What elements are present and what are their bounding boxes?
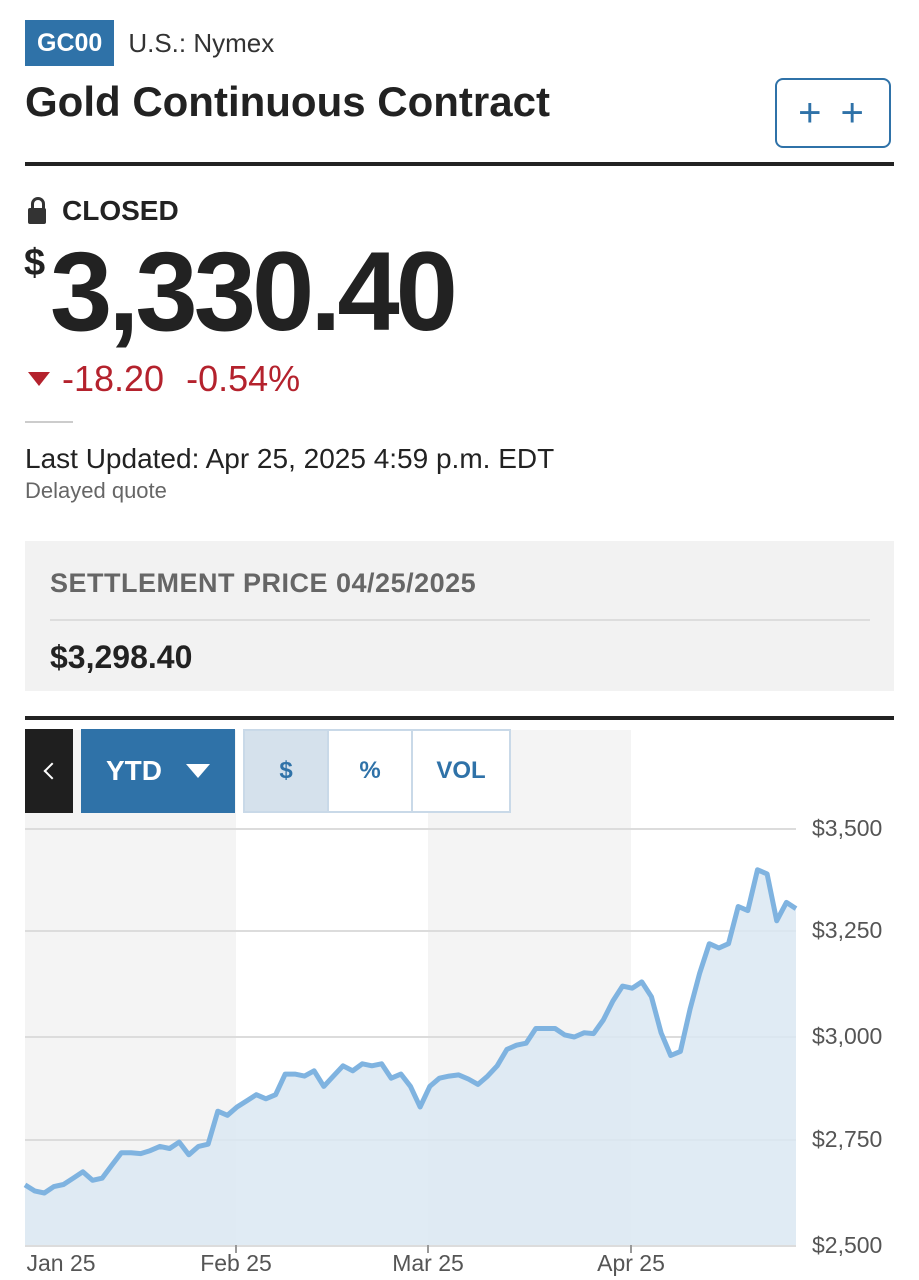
header-divider xyxy=(25,162,894,166)
y-tick-label: $2,500 xyxy=(812,1232,882,1258)
x-tick-label: Jan 25 xyxy=(26,1250,95,1276)
chart-back-button[interactable] xyxy=(25,729,73,813)
chart-mode-toggle: $ % VOL xyxy=(243,729,511,813)
x-tick-label: Apr 25 xyxy=(597,1250,665,1276)
y-tick-label: $2,750 xyxy=(812,1126,882,1152)
price-line xyxy=(23,867,798,1196)
page-title: Gold Continuous Contract xyxy=(25,78,550,125)
down-arrow-icon xyxy=(28,372,50,386)
mode-volume-button[interactable]: VOL xyxy=(411,731,509,811)
x-tick-label: Mar 25 xyxy=(392,1250,464,1276)
chart-divider xyxy=(25,716,894,720)
mode-percent-button[interactable]: % xyxy=(327,731,411,811)
ticker-badge: GC00 xyxy=(25,20,115,66)
price-change: -18.20 -0.54% xyxy=(28,358,300,400)
range-select[interactable]: YTD xyxy=(81,729,235,813)
settlement-panel: SETTLEMENT PRICE 04/25/2025 $3,298.40 xyxy=(25,541,894,691)
change-value: -18.20 xyxy=(62,358,165,399)
exchange-label: U.S.: Nymex xyxy=(128,27,275,58)
y-tick-label: $3,000 xyxy=(812,1023,882,1049)
delayed-quote-label: Delayed quote xyxy=(25,478,167,503)
divider xyxy=(25,421,73,423)
chevron-left-icon xyxy=(43,762,60,780)
ticker-row: GC00 U.S.: Nymex xyxy=(25,20,274,66)
price-chart: $3,500 $3,250 $3,000 $2,750 $2,500 Jan 25 Feb… xyxy=(23,730,882,1276)
caret-down-icon xyxy=(186,764,210,778)
currency-symbol: $ xyxy=(24,242,46,284)
settlement-divider xyxy=(50,619,870,621)
last-price: 3,330.40 xyxy=(50,229,458,354)
market-status-label: CLOSED xyxy=(62,195,179,226)
market-status: CLOSED xyxy=(28,195,179,227)
x-tick-label: Feb 25 xyxy=(200,1250,272,1276)
mode-dollar-button[interactable]: $ xyxy=(245,731,327,811)
settlement-label: SETTLEMENT PRICE 04/25/2025 xyxy=(50,568,477,598)
range-label: YTD xyxy=(106,755,162,786)
change-percent: -0.54% xyxy=(186,358,301,399)
y-tick-label: $3,500 xyxy=(812,815,882,841)
y-tick-label: $3,250 xyxy=(812,917,882,943)
lock-icon xyxy=(28,197,46,224)
price-area xyxy=(25,869,796,1245)
last-updated: Last Updated: Apr 25, 2025 4:59 p.m. EDT xyxy=(25,443,555,474)
settlement-price: $3,298.40 xyxy=(50,639,193,675)
add-to-watchlist-button[interactable]: + + xyxy=(775,78,891,148)
